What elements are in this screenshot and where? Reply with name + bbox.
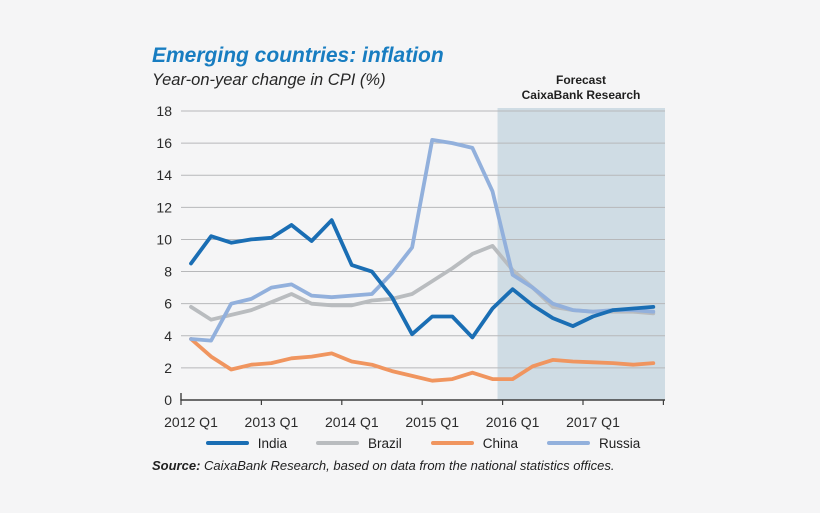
legend: India Brazil China Russia — [181, 433, 665, 453]
y-axis-label: 12 — [156, 199, 172, 215]
source-note: Source: CaixaBank Research, based on dat… — [152, 458, 614, 473]
y-axis-label: 2 — [164, 360, 172, 376]
legend-label-india: India — [257, 435, 287, 451]
forecast-band — [497, 108, 665, 400]
legend-item-russia: Russia — [547, 436, 640, 451]
forecast-label-line1: Forecast — [555, 73, 607, 87]
legend-label-russia: Russia — [599, 435, 641, 451]
legend-item-brazil: Brazil — [315, 435, 402, 451]
y-axis-label: 14 — [156, 167, 172, 183]
legend-label-china: China — [482, 435, 519, 451]
legend-swatch-brazil — [315, 440, 359, 446]
x-axis-label: 2015 Q1 — [405, 414, 459, 430]
source-prefix: Source: — [152, 458, 201, 473]
legend-item-china: China — [430, 435, 519, 451]
y-axis-label: 16 — [156, 135, 172, 151]
line-india — [189, 218, 656, 340]
legend-item-india: India — [205, 435, 287, 451]
y-axis-label: 0 — [164, 392, 172, 408]
line-russia — [189, 137, 656, 343]
x-axis-label: 2014 Q1 — [325, 414, 379, 430]
forecast-label: Forecast CaixaBank Research — [497, 73, 665, 103]
y-axis-label: 10 — [156, 231, 172, 247]
y-axis-label: 8 — [164, 264, 172, 280]
forecast-label-line2: CaixaBank Research — [521, 88, 641, 102]
x-axis-label: 2013 Q1 — [245, 414, 299, 430]
source-text: CaixaBank Research, based on data from t… — [200, 458, 615, 473]
legend-swatch-russia — [547, 440, 591, 446]
chart-title: Emerging countries: inflation — [152, 44, 444, 67]
y-axis-label: 4 — [164, 328, 172, 344]
x-axis-label: 2017 Q1 — [566, 414, 620, 430]
x-axis-label: 2012 Q1 — [164, 414, 218, 430]
chart-subtitle: Year-on-year change in CPI (%) — [152, 71, 386, 89]
y-axis-label: 18 — [156, 103, 172, 119]
legend-swatch-india — [205, 440, 249, 446]
legend-label-brazil: Brazil — [367, 435, 402, 451]
line-china — [189, 337, 656, 383]
y-axis-label: 6 — [164, 296, 172, 312]
legend-swatch-china — [430, 440, 474, 446]
x-axis-label: 2016 Q1 — [486, 414, 540, 430]
